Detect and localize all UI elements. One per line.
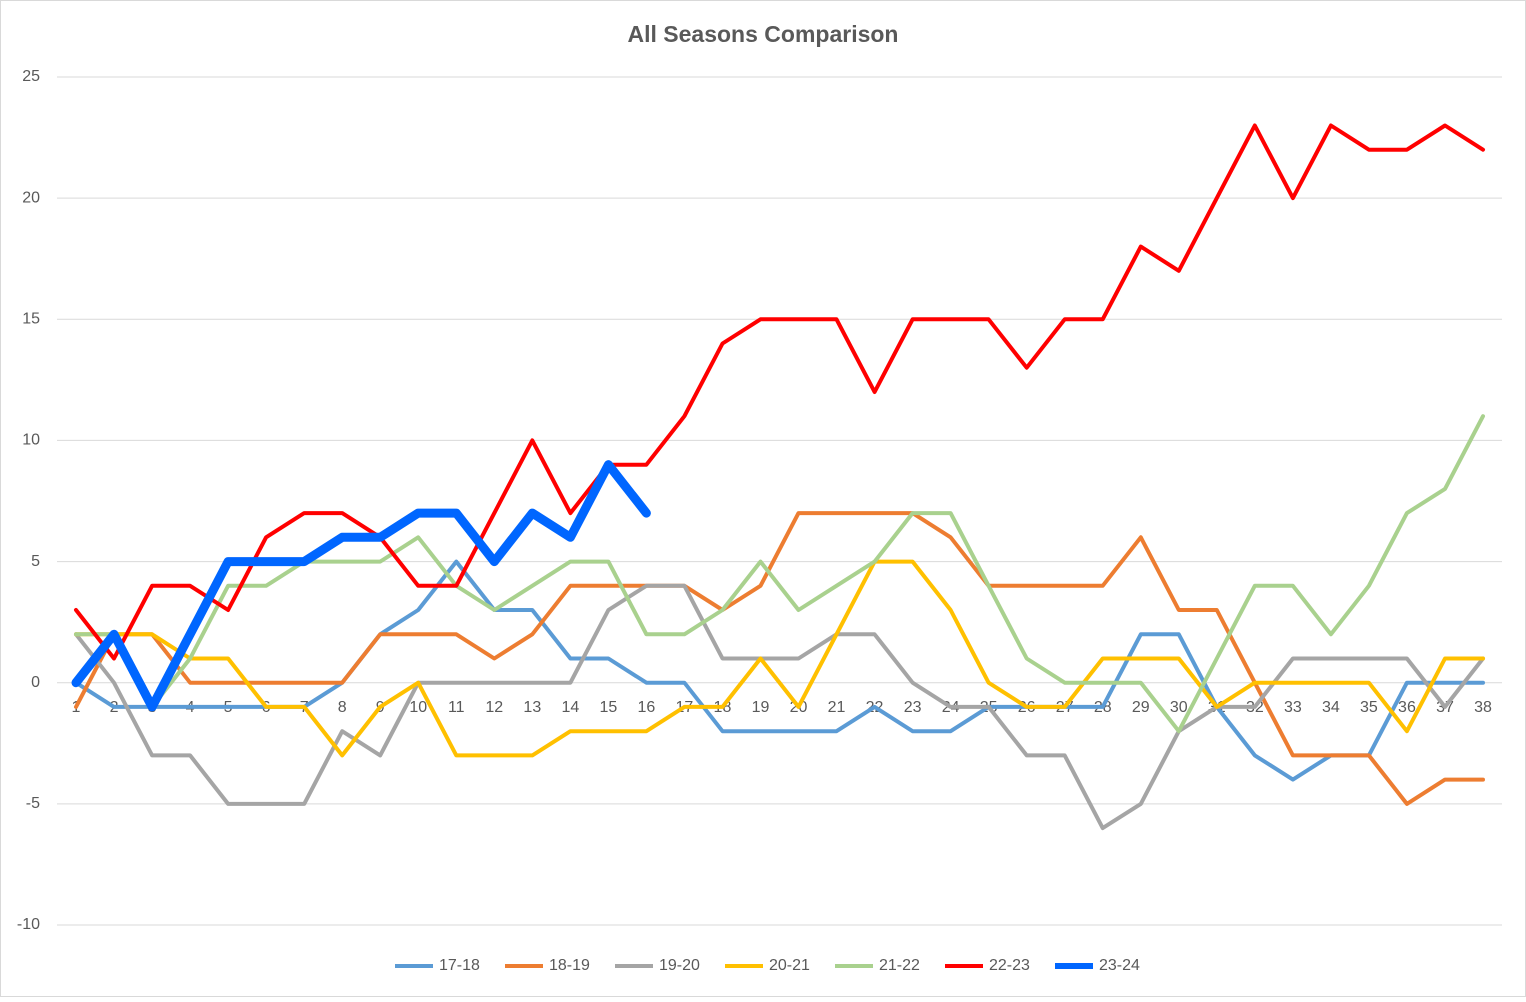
x-tick-label: 29: [1132, 699, 1150, 716]
chart-title: All Seasons Comparison: [628, 21, 899, 47]
x-tick-label: 21: [828, 699, 846, 716]
legend-label: 20-21: [769, 957, 810, 974]
x-tick-label: 15: [599, 699, 617, 716]
x-tick-label: 10: [409, 699, 427, 716]
y-tick-label: 5: [31, 553, 40, 570]
y-tick-label: 15: [22, 311, 40, 328]
series-line: [74, 583, 1485, 831]
x-tick-label: 12: [485, 699, 503, 716]
legend-label: 19-20: [659, 957, 700, 974]
series-line: [74, 559, 1485, 782]
y-tick-label: 0: [31, 674, 40, 691]
x-tick-label: 19: [752, 699, 770, 716]
legend-label: 21-22: [879, 957, 920, 974]
series-line: [71, 460, 651, 712]
y-tick-label: 25: [22, 68, 40, 85]
legend-label: 23-24: [1099, 957, 1140, 974]
y-tick-label: 10: [22, 432, 40, 449]
x-tick-label: 30: [1170, 699, 1188, 716]
x-tick-label: 34: [1322, 699, 1340, 716]
x-tick-label: 35: [1360, 699, 1378, 716]
x-tick-label: 8: [338, 699, 347, 716]
y-tick-label: -10: [17, 916, 40, 933]
legend-label: 22-23: [989, 957, 1030, 974]
series-line: [74, 559, 1485, 758]
x-tick-label: 23: [904, 699, 922, 716]
y-tick-label: -5: [26, 795, 40, 812]
series-line: [74, 123, 1485, 661]
x-tick-label: 36: [1398, 699, 1416, 716]
legend-label: 18-19: [549, 957, 590, 974]
series-line: [74, 511, 1485, 806]
x-tick-label: 33: [1284, 699, 1302, 716]
x-tick-label: 38: [1474, 699, 1492, 716]
x-tick-label: 14: [561, 699, 579, 716]
y-tick-label: 20: [22, 189, 40, 206]
x-tick-label: 13: [523, 699, 541, 716]
x-tick-label: 16: [638, 699, 656, 716]
x-tick-label: 11: [448, 699, 465, 716]
legend-label: 17-18: [439, 957, 480, 974]
